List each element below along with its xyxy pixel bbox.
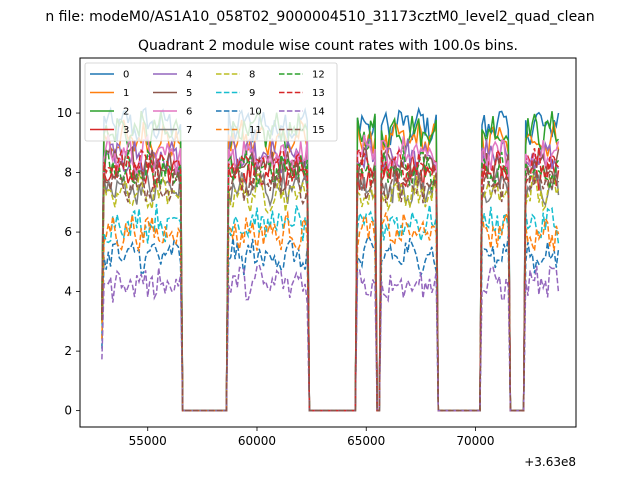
legend-box xyxy=(84,62,338,142)
series-line-15 xyxy=(101,161,560,412)
legend-label-12: 12 xyxy=(312,70,325,81)
legend-label-10: 10 xyxy=(249,107,262,118)
x-axis: 55000 60000 65000 70000 xyxy=(129,427,495,448)
plot-frame xyxy=(79,57,577,428)
x-tick-label: 70000 xyxy=(456,434,494,448)
legend-label-14: 14 xyxy=(312,107,325,118)
x-tick-label: 60000 xyxy=(238,434,276,448)
series-line-14 xyxy=(101,263,560,412)
y-tick-label: 6 xyxy=(64,225,72,239)
legend-label-11: 11 xyxy=(249,125,262,136)
legend-label-1: 1 xyxy=(123,88,129,99)
y-tick-label: 8 xyxy=(64,166,72,180)
legend-label-5: 5 xyxy=(186,88,192,99)
legend-label-2: 2 xyxy=(123,107,129,118)
legend-label-8: 8 xyxy=(249,70,255,81)
legend-label-7: 7 xyxy=(186,125,192,136)
legend-label-4: 4 xyxy=(186,70,192,81)
legend-label-3: 3 xyxy=(123,125,129,136)
y-tick-label: 0 xyxy=(64,404,72,418)
legend-label-6: 6 xyxy=(186,107,192,118)
figure-suptitle: n file: modeM0/AS1A10_058T02_9000004510_… xyxy=(45,9,594,25)
legend-label-9: 9 xyxy=(249,88,255,99)
y-tick-label: 10 xyxy=(57,106,72,120)
chart-title: Quadrant 2 module wise count rates with … xyxy=(138,38,518,54)
legend-label-15: 15 xyxy=(312,125,325,136)
y-axis: 0 2 4 6 8 10 xyxy=(57,106,80,418)
y-tick-label: 4 xyxy=(64,285,72,299)
legend-label-13: 13 xyxy=(312,88,325,99)
x-axis-offset-label: +3.63e8 xyxy=(524,455,576,469)
legend-label-0: 0 xyxy=(123,70,129,81)
y-tick-label: 2 xyxy=(64,344,72,358)
x-tick-label: 65000 xyxy=(347,434,385,448)
series-line-13 xyxy=(101,147,560,412)
x-tick-label: 55000 xyxy=(129,434,167,448)
